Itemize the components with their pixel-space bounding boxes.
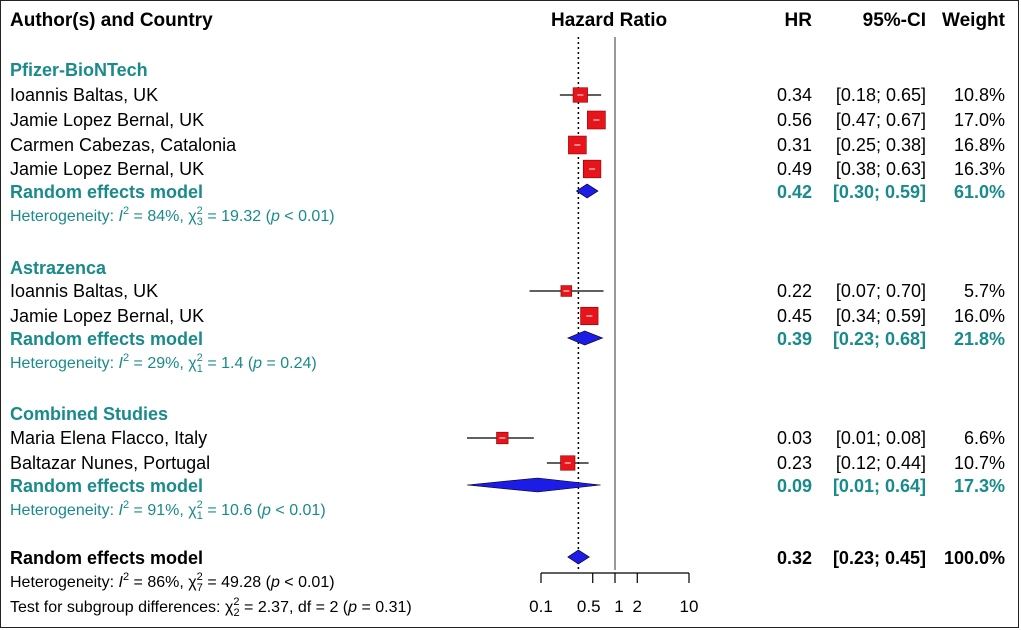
study-label: Baltazar Nunes, Portugal [10, 453, 210, 473]
group-title-1: Pfizer-BioNTech [10, 60, 148, 80]
x-tick-label: 0.5 [577, 597, 601, 616]
group-model-diamond [575, 183, 599, 199]
study-hr: 0.03 [777, 428, 812, 448]
header-weight: Weight [942, 10, 1006, 31]
study-weight: 5.7% [964, 281, 1005, 301]
header-author: Author(s) and Country [10, 10, 213, 31]
overall-model-ci: [0.23; 0.45] [833, 548, 926, 568]
group-model-diamond [566, 330, 604, 346]
overall-model-label: Random effects model [10, 548, 203, 568]
study-weight: 16.3% [954, 159, 1005, 179]
subgroup-test: Test for subgroup differences: χ2 2 = 2.3… [10, 596, 412, 619]
group-title-2: Astrazenca [10, 258, 107, 278]
study-hr: 0.49 [777, 159, 812, 179]
study-ci: [0.25; 0.38] [836, 135, 926, 155]
study-label: Jamie Lopez Bernal, UK [10, 159, 204, 179]
study-ci: [0.01; 0.08] [836, 428, 926, 448]
overall-model-diamond [567, 549, 590, 565]
study-weight: 16.8% [954, 135, 1005, 155]
group-model-hr: 0.09 [777, 476, 812, 496]
group-model-hr: 0.42 [777, 182, 812, 202]
study-weight: 17.0% [954, 110, 1005, 130]
group-model-label: Random effects model [10, 182, 203, 202]
study-ci: [0.18; 0.65] [836, 85, 926, 105]
study-label: Maria Elena Flacco, Italy [10, 428, 207, 448]
study-ci: [0.07; 0.70] [836, 281, 926, 301]
study-ci: [0.34; 0.59] [836, 306, 926, 326]
header-ci: 95%-CI [863, 10, 926, 31]
group-model-label: Random effects model [10, 329, 203, 349]
group-heterogeneity: Heterogeneity: I2 = 29%, χ2 1 = 1.4 (p = … [10, 352, 317, 375]
x-tick-label: 10 [680, 597, 699, 616]
group-model-label: Random effects model [10, 476, 203, 496]
study-label: Carmen Cabezas, Catalonia [10, 135, 237, 155]
group-heterogeneity: Heterogeneity: I2 = 84%, χ2 3 = 19.32 (p … [10, 205, 335, 228]
x-tick-label: 0.1 [529, 597, 553, 616]
header-hr: HR [785, 10, 813, 31]
study-weight: 6.6% [964, 428, 1005, 448]
study-label: Ioannis Baltas, UK [10, 85, 158, 105]
x-tick-label: 1 [614, 597, 623, 616]
overall-heterogeneity: Heterogeneity: I2 = 86%, χ2 7 = 49.28 (p … [10, 571, 335, 594]
study-ci: [0.12; 0.44] [836, 453, 926, 473]
group-model-ci: [0.30; 0.59] [833, 182, 926, 202]
group-model-diamond [466, 477, 601, 493]
x-tick-label: 2 [633, 597, 642, 616]
group-model-weight: 17.3% [954, 476, 1005, 496]
study-hr: 0.23 [777, 453, 812, 473]
study-ci: [0.47; 0.67] [836, 110, 926, 130]
group-model-hr: 0.39 [777, 329, 812, 349]
group-title-3: Combined Studies [10, 404, 168, 424]
group-model-ci: [0.01; 0.64] [833, 476, 926, 496]
group-model-weight: 61.0% [954, 182, 1005, 202]
group-model-ci: [0.23; 0.68] [833, 329, 926, 349]
study-weight: 10.8% [954, 85, 1005, 105]
study-hr: 0.34 [777, 85, 812, 105]
group-heterogeneity: Heterogeneity: I2 = 91%, χ2 1 = 10.6 (p <… [10, 499, 326, 522]
study-ci: [0.38; 0.63] [836, 159, 926, 179]
study-label: Ioannis Baltas, UK [10, 281, 158, 301]
group-model-weight: 21.8% [954, 329, 1005, 349]
study-label: Jamie Lopez Bernal, UK [10, 306, 204, 326]
study-weight: 10.7% [954, 453, 1005, 473]
study-hr: 0.22 [777, 281, 812, 301]
header-hazard-ratio: Hazard Ratio [551, 10, 667, 31]
study-hr: 0.31 [777, 135, 812, 155]
study-label: Jamie Lopez Bernal, UK [10, 110, 204, 130]
overall-model-hr: 0.32 [777, 548, 812, 568]
study-weight: 16.0% [954, 306, 1005, 326]
overall-model-weight: 100.0% [944, 548, 1005, 568]
study-hr: 0.45 [777, 306, 812, 326]
study-hr: 0.56 [777, 110, 812, 130]
